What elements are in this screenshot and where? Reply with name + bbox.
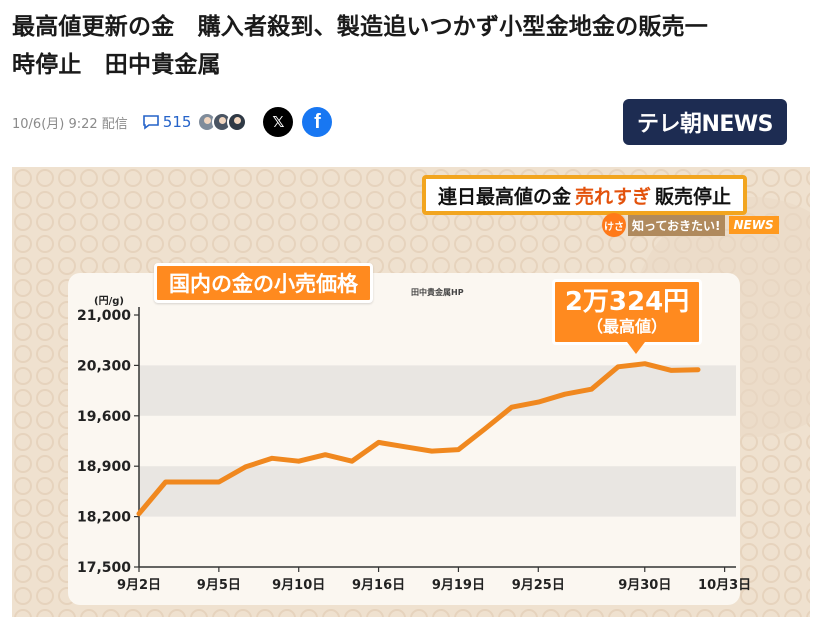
x-tick-label: 9月25日 [512, 578, 565, 593]
data-point [376, 440, 381, 445]
banner-highlight: 売れすぎ [575, 185, 652, 208]
data-point [642, 361, 647, 366]
facebook-icon: f [314, 110, 321, 133]
chart-title: 国内の金の小売価格 [154, 263, 373, 303]
data-point [696, 367, 700, 372]
program-name: 知っておきたい! [628, 214, 725, 236]
banner-text-post: 販売停止 [655, 185, 732, 208]
x-tick-label: 9月30日 [618, 578, 671, 593]
facebook-share-button[interactable]: f [302, 107, 333, 137]
data-point [616, 364, 621, 369]
headline-line-1: 最高値更新の金 購入者殺到、製造追いつかず小型金地金の販売一 [12, 14, 708, 40]
data-point [669, 368, 674, 373]
data-point [163, 480, 168, 485]
data-point [137, 511, 141, 516]
x-tick-label: 9月16日 [352, 578, 405, 593]
x-tick-label: 9月19日 [432, 578, 485, 593]
avatar [227, 112, 248, 132]
y-axis-unit: (円/g) [94, 296, 124, 307]
comment-link[interactable]: 515 [142, 113, 192, 131]
data-point [349, 459, 354, 464]
data-point [243, 464, 248, 469]
grid-band [139, 365, 736, 416]
article-headline: 最高値更新の金 購入者殺到、製造追いつかず小型金地金の販売一 時停止 田中貴金属 [12, 8, 812, 84]
record-high-callout: 2万324円 （最高値） [552, 279, 702, 345]
headline-banner: 連日最高値の金 売れすぎ 販売停止 [422, 175, 748, 215]
y-tick-label: 18,200 [77, 510, 131, 526]
comment-icon [142, 115, 159, 130]
commenter-avatars[interactable] [197, 112, 248, 132]
x-tick-label: 9月10日 [272, 578, 325, 593]
x-tick-label: 9月2日 [117, 578, 161, 593]
article-image: 連日最高値の金 売れすぎ 販売停止 けさ 知っておきたい! NEWS 17,50… [12, 167, 810, 617]
grid-band [139, 466, 736, 517]
share-buttons: 𝕏 f [263, 107, 341, 137]
x-icon: 𝕏 [272, 113, 285, 131]
x-tick-label: 10月3日 [698, 578, 751, 593]
headline-line-2: 時停止 田中貴金属 [12, 52, 221, 78]
program-badge: けさ 知っておきたい! NEWS [602, 213, 779, 237]
price-line-chart: 17,500 18,200 18,900 19,600 20,300 21,000 9月2日… [77, 307, 751, 593]
article-meta: 10/6(月) 9:22 配信 515 𝕏 f [12, 107, 341, 137]
publisher-logo[interactable]: テレ朝NEWS [623, 99, 787, 145]
data-point [296, 459, 301, 464]
data-point [216, 480, 221, 485]
callout-price: 2万324円 [564, 287, 690, 317]
data-point [536, 400, 541, 405]
x-tick-label: 9月5日 [197, 578, 241, 593]
data-point [403, 444, 408, 449]
data-point [190, 480, 195, 485]
data-point [429, 449, 434, 454]
y-tick-label: 19,600 [77, 409, 131, 425]
data-point [456, 447, 461, 452]
data-point [562, 392, 567, 397]
comment-count: 515 [162, 113, 192, 131]
y-tick-label: 18,900 [77, 459, 131, 475]
y-tick-label: 17,500 [77, 560, 131, 576]
y-tick-label: 21,000 [77, 308, 131, 324]
data-point [323, 452, 328, 457]
banner-text-pre: 連日最高値の金 [438, 185, 572, 208]
x-share-button[interactable]: 𝕏 [263, 107, 294, 137]
price-series-line [136, 361, 701, 517]
callout-pointer [627, 342, 645, 354]
data-point [509, 405, 514, 410]
data-point [589, 387, 594, 392]
kesa-badge: けさ [602, 213, 626, 237]
data-point [483, 426, 488, 431]
y-tick-label: 20,300 [77, 358, 131, 374]
publish-date: 10/6(月) 9:22 配信 [12, 116, 128, 132]
chart-source: 田中貴金属HP [411, 288, 464, 297]
data-point [270, 456, 275, 461]
news-tag: NEWS [728, 216, 779, 234]
callout-note: （最高値） [586, 317, 667, 336]
